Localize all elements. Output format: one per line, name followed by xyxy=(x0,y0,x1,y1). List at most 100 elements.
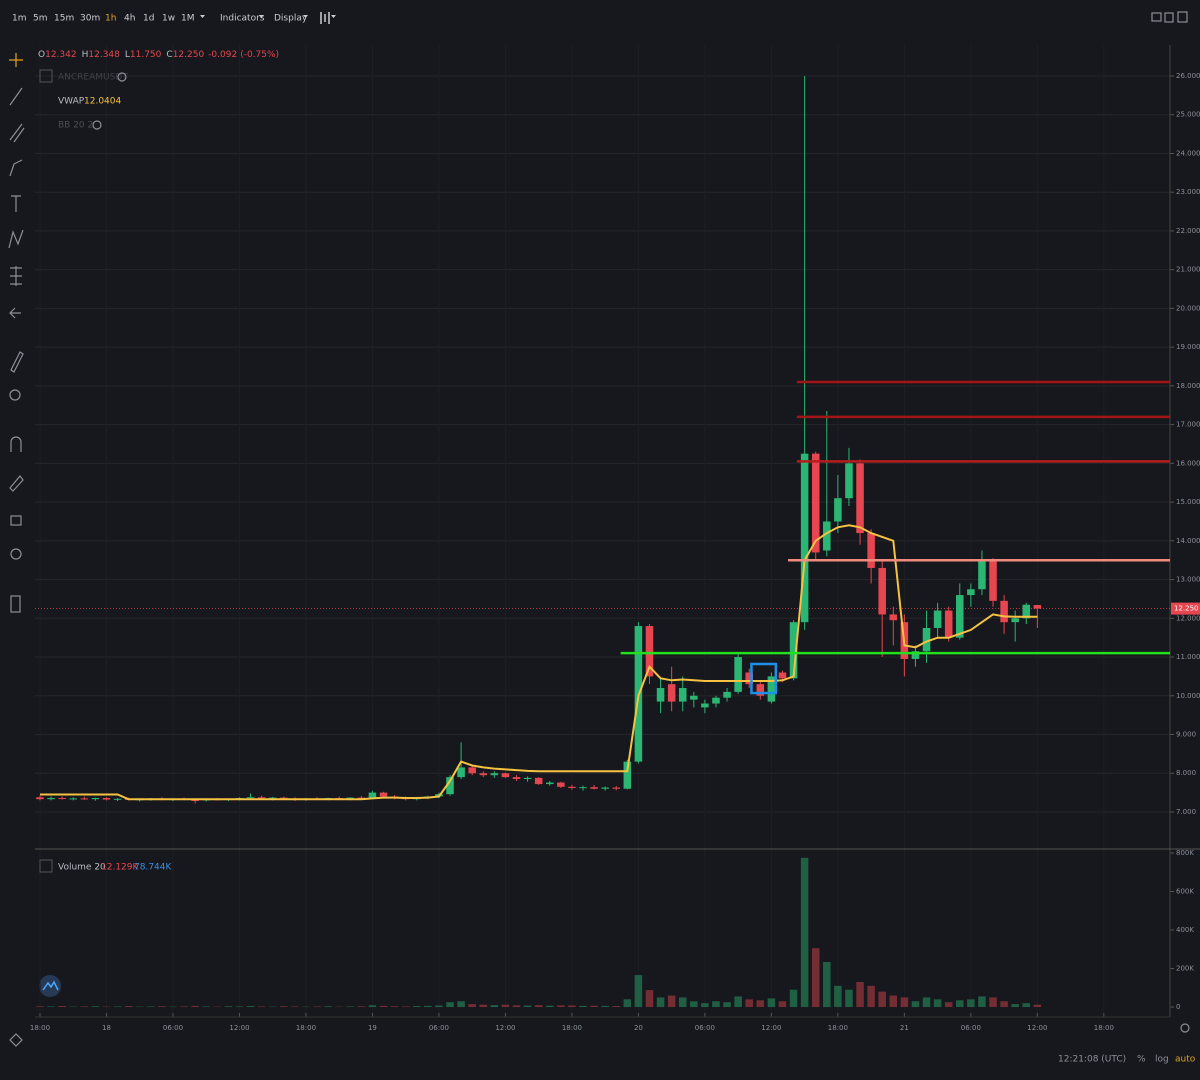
interval-button[interactable]: 30m xyxy=(80,14,100,24)
x-tick-label: 12:00 xyxy=(1027,1024,1047,1032)
candle-body xyxy=(789,622,798,679)
visibility-tool[interactable] xyxy=(10,548,22,560)
x-tick-label: 18:00 xyxy=(828,1024,848,1032)
vwap-value: 12.0404 xyxy=(84,97,121,107)
magnet-tool[interactable] xyxy=(10,436,22,452)
y-tick-label: 9.000 xyxy=(1176,731,1196,739)
volume-bar xyxy=(678,997,687,1008)
line-tool[interactable] xyxy=(9,87,23,106)
x-tick-label: 18:00 xyxy=(30,1024,50,1032)
candle-body xyxy=(446,777,454,795)
y-tick-label: 13.000 xyxy=(1176,576,1200,584)
candle-body xyxy=(701,703,709,708)
box-drawing xyxy=(750,662,778,695)
log-toggle[interactable]: log xyxy=(1155,1055,1169,1065)
candle-body xyxy=(745,672,753,685)
volume-bar xyxy=(623,999,632,1008)
volume-bar xyxy=(701,1003,709,1008)
volume-bar xyxy=(435,1005,443,1008)
y-tick-label: 14.000 xyxy=(1176,537,1200,545)
y-tick-label: 16.000 xyxy=(1176,459,1200,467)
change: -0.092 xyxy=(208,50,237,60)
top-toolbar: 1m 5m 15m 30m 1h 4h 1d 1w 1M Indicators Display xyxy=(12,12,336,24)
interval-button[interactable]: 1h xyxy=(105,14,116,24)
candle-body xyxy=(69,798,78,800)
interval-button[interactable]: 4h xyxy=(124,14,135,24)
y-tick-label: 25.000 xyxy=(1176,111,1200,119)
back-tool[interactable] xyxy=(9,307,21,319)
menu-button[interactable]: Display xyxy=(274,14,308,24)
lock-tool[interactable] xyxy=(10,515,22,526)
ruler-tool[interactable] xyxy=(10,351,24,373)
interval-button[interactable]: 1m xyxy=(12,14,27,24)
y-tick-label: 11.000 xyxy=(1176,653,1200,661)
interval-button[interactable]: 5m xyxy=(33,14,48,24)
brush-tool[interactable] xyxy=(9,159,23,177)
volume-y-tick-label: 400K xyxy=(1176,926,1194,934)
candle-body xyxy=(457,767,465,778)
fib-tool[interactable] xyxy=(10,266,22,286)
settings-icon[interactable] xyxy=(1164,12,1174,23)
candle-body xyxy=(889,614,898,621)
y-tick-label: 26.000 xyxy=(1176,72,1200,80)
percent-toggle[interactable]: % xyxy=(1137,1055,1146,1065)
crosshair-tool[interactable] xyxy=(9,53,23,67)
hide-icon[interactable] xyxy=(117,72,127,82)
layers-tool[interactable] xyxy=(9,1033,23,1047)
volume-bar xyxy=(346,1006,355,1008)
volume-bar xyxy=(1033,1004,1042,1008)
zoom-tool[interactable] xyxy=(9,389,21,401)
y-tick-label: 15.000 xyxy=(1176,498,1200,506)
collapse-button[interactable] xyxy=(39,69,53,83)
volume-bar xyxy=(479,1004,488,1008)
interval-button[interactable]: 1M xyxy=(181,14,195,24)
bb-hide-icon[interactable] xyxy=(92,120,102,130)
fullscreen-icon[interactable] xyxy=(1177,11,1188,23)
dropdown-arrow xyxy=(259,15,264,18)
candle-body xyxy=(933,610,942,628)
volume-bar xyxy=(823,961,831,1008)
candle-body xyxy=(834,498,842,522)
candle-body xyxy=(944,610,953,638)
pattern-tool[interactable] xyxy=(8,229,24,249)
volume-bar xyxy=(257,1006,266,1008)
volume-bar xyxy=(878,991,886,1008)
candle-body xyxy=(1022,604,1031,619)
ohlc-value: 12.250 xyxy=(173,50,205,60)
volume-bar xyxy=(1022,1003,1031,1008)
interval-button[interactable]: 1w xyxy=(162,14,175,24)
interval-button[interactable]: 15m xyxy=(54,14,74,24)
volume-bar xyxy=(845,989,853,1008)
menu-button[interactable]: Indicators xyxy=(220,14,265,24)
trash-tool[interactable] xyxy=(10,595,21,613)
volume-bar xyxy=(490,1005,499,1008)
draw-mode-tool[interactable] xyxy=(9,475,24,492)
candle-body xyxy=(989,560,997,601)
candle-body xyxy=(36,797,44,800)
volume-y-tick-label: 800K xyxy=(1176,849,1194,857)
snapshot-icon[interactable] xyxy=(1151,12,1162,22)
y-tick-label: 17.000 xyxy=(1176,421,1200,429)
interval-button[interactable]: 1d xyxy=(143,14,154,24)
auto-toggle[interactable]: auto xyxy=(1175,1055,1196,1065)
channel-tool[interactable] xyxy=(9,123,25,143)
chart-type-icon[interactable] xyxy=(320,12,330,24)
volume-bar xyxy=(280,1006,288,1008)
volume-collapse[interactable] xyxy=(39,859,53,873)
volume-bar xyxy=(690,1001,698,1008)
candle-body xyxy=(867,533,875,568)
volume-bar xyxy=(922,997,931,1008)
text-tool[interactable] xyxy=(11,195,21,212)
footer: 12:21:08 (UTC) % log auto xyxy=(1058,1023,1196,1065)
candle-body xyxy=(357,797,366,799)
candle-body xyxy=(490,773,499,776)
dropdown-arrow xyxy=(200,15,205,18)
volume-bar xyxy=(756,1000,765,1008)
candle-body xyxy=(512,777,521,780)
candle-body xyxy=(113,798,122,800)
volume-bar xyxy=(147,1006,155,1008)
left-toolbar xyxy=(8,53,61,1047)
axis-settings[interactable] xyxy=(1180,1023,1190,1033)
volume-bar xyxy=(235,1006,244,1008)
